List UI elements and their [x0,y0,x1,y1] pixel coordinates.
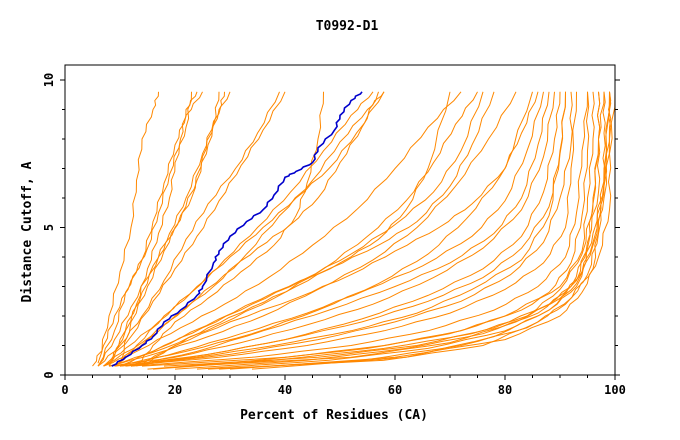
series-line-5 [103,91,462,367]
series-line-13 [185,91,606,367]
series-line-21 [114,91,539,367]
series-line-4 [103,91,374,367]
x-tick-label: 20 [168,383,182,397]
series-line-7 [108,91,555,367]
axis-layer: 0 20 40 60 80 100 0 5 10 [42,73,626,397]
y-tick-label: 10 [42,73,56,87]
series-line-12 [163,91,601,367]
series-line-9 [119,91,577,367]
y-tick-label: 0 [42,371,56,378]
series-line-24 [97,91,159,364]
x-tick-label: 0 [61,383,68,397]
series-line-35 [125,91,544,367]
series-line-28 [130,91,550,367]
series-line-30 [147,91,590,370]
series-line-26 [114,91,379,367]
series-line-36 [130,91,566,367]
series-line-33 [114,91,385,367]
x-tick-label: 80 [498,383,512,397]
series-line-42 [119,91,225,364]
series-line-29 [136,91,533,367]
series-layer [92,91,616,370]
x-axis-label: Percent of Residues (CA) [240,408,428,423]
highlight-series-line [111,91,363,367]
plot-frame [64,64,616,376]
series-line-15 [229,91,616,370]
chart-title: T0992-D1 [316,19,379,34]
series-line-3 [97,91,280,367]
y-axis-label: Distance Cutoff, A [20,161,35,302]
series-line-16 [251,91,612,370]
series-line-27 [119,91,495,367]
series-line-2 [97,91,231,367]
x-tick-label: 40 [278,383,292,397]
y-tick-label: 5 [42,224,56,231]
series-line-23 [125,91,573,367]
series-line-6 [108,91,517,367]
x-tick-label: 100 [604,383,626,397]
series-line-38 [196,91,612,370]
highlight-layer [111,91,363,367]
series-line-37 [174,91,605,370]
series-line-34 [119,91,484,367]
series-line-40 [136,91,324,367]
series-line-18 [103,91,286,367]
series-line-10 [130,91,588,367]
series-line-17 [97,91,203,367]
series-line-32 [108,91,192,367]
series-line-41 [141,91,451,367]
x-tick-label: 60 [388,383,402,397]
series-line-39 [218,91,610,370]
